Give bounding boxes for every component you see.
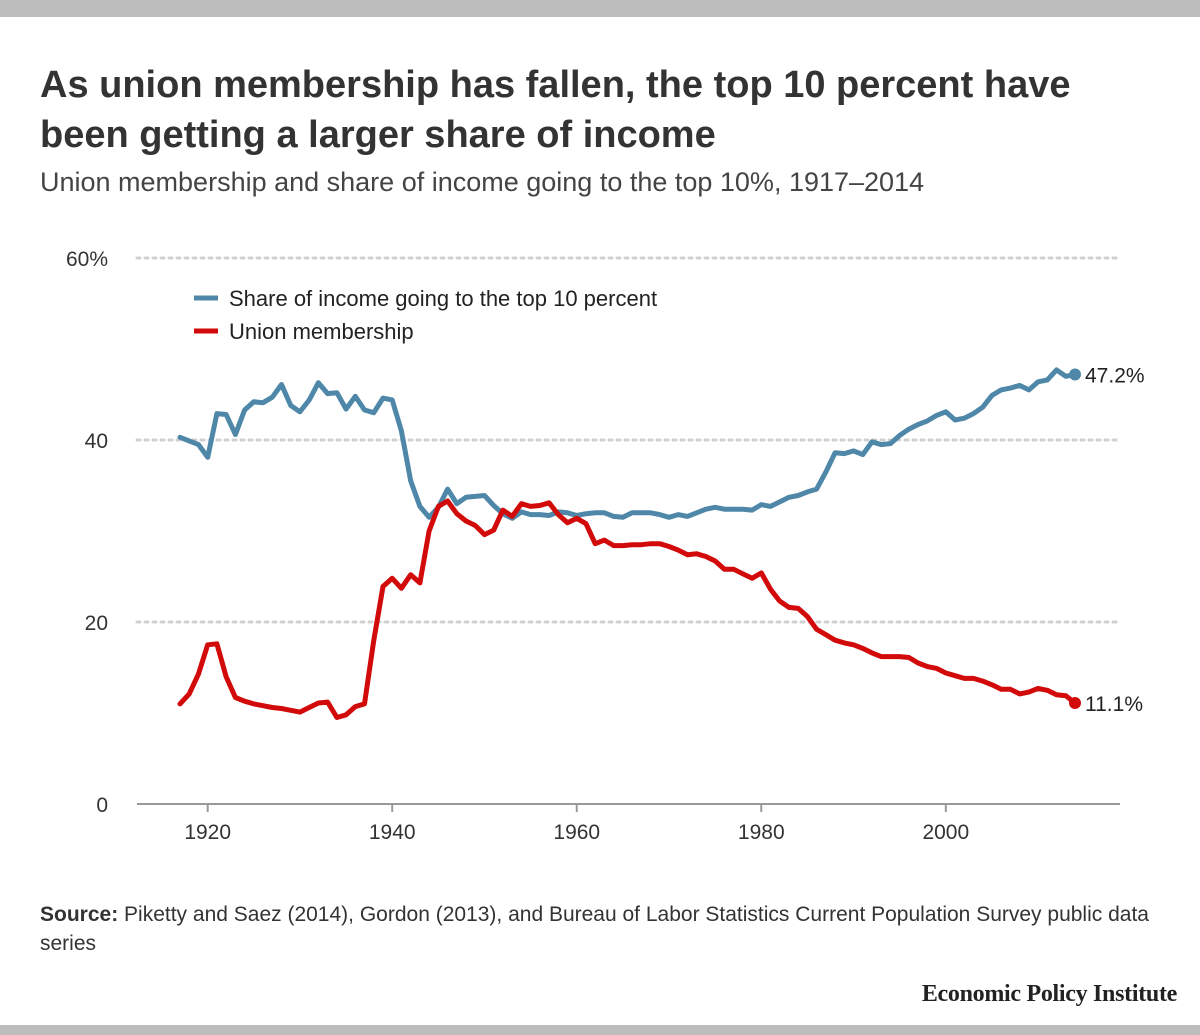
x-tick-label: 1940 xyxy=(369,821,416,844)
source-text: Piketty and Saez (2014), Gordon (2013), … xyxy=(40,903,1149,955)
y-tick-label: 40 xyxy=(85,430,108,453)
legend-label: Union membership xyxy=(229,319,414,344)
top10-income-share-line xyxy=(177,367,1078,521)
union-membership-line xyxy=(177,498,1078,720)
y-tick-label: 0 xyxy=(96,794,108,817)
source-label: Source: xyxy=(40,903,119,926)
y-tick-label: 20 xyxy=(85,612,108,635)
legend-label: Share of income going to the top 10 perc… xyxy=(229,286,657,311)
legend: Share of income going to the top 10 perc… xyxy=(176,274,742,354)
source-note: Source: Piketty and Saez (2014), Gordon … xyxy=(40,900,1150,958)
gridlines xyxy=(135,256,1122,624)
top10-end-point xyxy=(1069,368,1081,381)
x-tick-label: 1920 xyxy=(184,821,231,844)
bottom-bar xyxy=(0,1025,1200,1035)
union-end-label: 11.1% xyxy=(1085,693,1143,716)
top10-end-label: 47.2% xyxy=(1085,364,1145,387)
x-tick-label: 1980 xyxy=(738,821,785,844)
end-labels: 47.2% 11.1% xyxy=(1085,364,1145,716)
line-chart: 0 20 40 60% 1920 1940 1960 1980 2000 Share of in… xyxy=(66,248,1145,844)
union-end-point xyxy=(1069,696,1081,709)
publisher-logo: Economic Policy Institute xyxy=(921,981,1177,1007)
top-bar xyxy=(0,0,1200,17)
chart-title: As union membership has fallen, the top … xyxy=(40,64,1071,156)
legend-box xyxy=(176,274,742,354)
chart-subtitle: Union membership and share of income goi… xyxy=(40,167,925,197)
y-tick-label: 60% xyxy=(66,248,108,271)
series-lines xyxy=(177,367,1081,720)
x-tick-label: 1960 xyxy=(553,821,600,844)
x-tick-label: 2000 xyxy=(922,821,969,844)
axes: 0 20 40 60% 1920 1940 1960 1980 2000 xyxy=(66,248,1120,844)
